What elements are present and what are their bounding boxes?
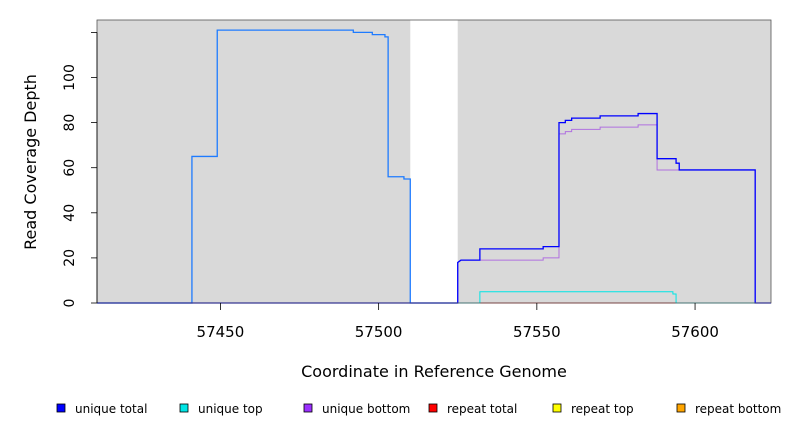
legend-swatch [676, 403, 686, 413]
legend-item-unique-bottom: unique bottom [303, 402, 410, 416]
legend-swatch [56, 403, 66, 413]
y-tick-label: 80 [62, 114, 78, 132]
x-tick-label: 57500 [355, 323, 403, 341]
y-axis-label: Read Coverage Depth [21, 74, 40, 250]
y-tick-label: 0 [62, 299, 78, 308]
legend-swatch [179, 403, 189, 413]
series-line-unique-total-0 [97, 112, 771, 304]
y-tick-label: 20 [62, 249, 78, 267]
legend-item-repeat-top: repeat top [552, 402, 634, 416]
series-line-coverage-6 [97, 29, 458, 304]
legend-swatch [552, 403, 562, 413]
y-tick-label: 60 [62, 159, 78, 177]
legend-item-repeat-bottom: repeat bottom [676, 402, 781, 416]
axes: 0 20 40 60 80 100 57450 57500 57550 57600 [62, 32, 719, 341]
shaded-region-1 [457, 20, 771, 303]
legend-swatch [428, 403, 438, 413]
legend-item-unique-total: unique total [56, 402, 147, 416]
y-tick-label: 100 [62, 64, 78, 91]
x-tick-label: 57600 [671, 323, 719, 341]
legend-item-repeat-total: repeat total [428, 402, 517, 416]
legend: unique total unique top unique bottom repea… [56, 402, 781, 416]
series-line-unique-top-1 [97, 291, 771, 304]
legend-label: unique top [198, 402, 263, 416]
legend-label: unique bottom [322, 402, 410, 416]
y-tick-label: 40 [62, 204, 78, 222]
legend-label: unique total [75, 402, 147, 416]
legend-label: repeat total [447, 402, 517, 416]
legend-label: repeat bottom [695, 402, 781, 416]
legend-label: repeat top [571, 402, 634, 416]
legend-swatch [303, 403, 313, 413]
shaded-region-0 [97, 20, 411, 303]
plot-background [97, 20, 771, 303]
x-tick-label: 57550 [513, 323, 561, 341]
x-tick-label: 57450 [197, 323, 245, 341]
x-axis-label: Coordinate in Reference Genome [301, 362, 567, 381]
legend-item-unique-top: unique top [179, 402, 263, 416]
